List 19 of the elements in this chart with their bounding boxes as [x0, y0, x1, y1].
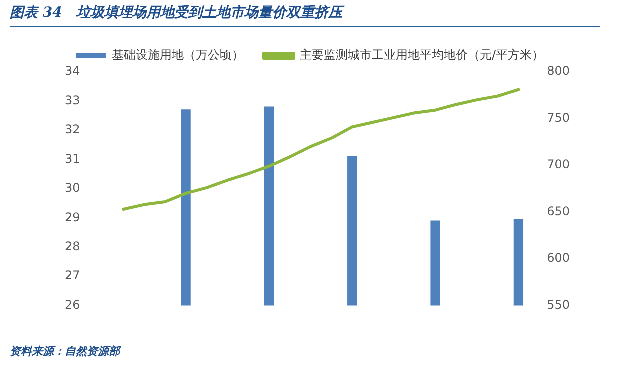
y-tick-label: 28	[64, 239, 80, 254]
legend-label: 主要监测城市工业用地平均地价（元/平方米）	[300, 48, 544, 62]
y-tick-label: 31	[64, 152, 80, 166]
y-tick-label: 32	[64, 122, 80, 137]
y2-tick-label: 700	[547, 158, 570, 172]
y2-tick-label: 550	[547, 298, 570, 312]
y2-tick-label: 650	[547, 204, 570, 218]
y-tick-label: 26	[64, 298, 80, 312]
y2-tick-label: 800	[547, 64, 570, 78]
y-tick-label: 30	[64, 181, 80, 196]
legend-label: 基础设施用地（万公顷）	[112, 48, 244, 62]
y-tick-label: 29	[64, 210, 80, 224]
y-tick-label: 34	[64, 64, 80, 78]
chart-title: 图表 34 垃圾填埋场用地受到土地市场量价双重挤压	[10, 4, 600, 27]
text: 资料来源：自然资源部	[10, 344, 120, 359]
y-tick-label: 33	[64, 93, 80, 108]
y2-tick-label: 750	[547, 110, 570, 125]
y-tick-label: 27	[64, 268, 80, 283]
y2-tick-label: 600	[547, 251, 570, 266]
